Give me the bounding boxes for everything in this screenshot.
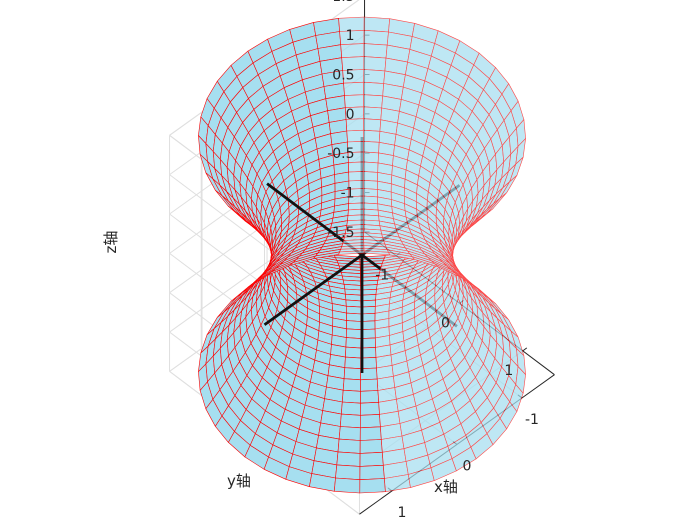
surface-patch [340, 401, 361, 416]
surface-patch [346, 320, 362, 331]
surface-patch [362, 195, 379, 205]
surface-patch [363, 43, 388, 59]
surface-patch [362, 129, 381, 143]
surface-patch [336, 451, 361, 467]
surface-patch [363, 106, 383, 121]
x-tick-label: 0 [462, 458, 471, 474]
surface-patch [348, 202, 364, 211]
surface-patch [346, 129, 364, 143]
surface-patch [359, 414, 381, 429]
surface-patch [362, 151, 379, 164]
surface-front-half [338, 16, 526, 493]
surface-patch [363, 29, 389, 46]
surface-back-half [198, 17, 386, 494]
surface-patch [363, 81, 385, 97]
z-tick-label: 0 [346, 107, 355, 123]
surface-patch [335, 464, 361, 481]
surface-patch [360, 390, 380, 404]
y-axis-label: y轴 [227, 472, 251, 490]
y-tick-label: 1 [504, 363, 513, 379]
z-tick-label: 0.5 [332, 68, 354, 84]
x-tick-label: 1 [397, 505, 406, 521]
surface-patch [339, 413, 361, 429]
surface-patch [363, 16, 391, 33]
surface-patch [362, 188, 378, 198]
y-tick [522, 347, 528, 352]
surface-patch [343, 367, 362, 381]
surface-patch [362, 171, 379, 182]
z-tick-label: -1.5 [327, 225, 354, 241]
surface-patch [345, 305, 362, 315]
surface-patch [363, 118, 382, 132]
z-tick-label: 1 [346, 28, 355, 44]
surface-patch [345, 337, 362, 349]
z-tick-label: -1 [341, 186, 355, 202]
surface-patch [359, 464, 385, 481]
surface-patch [344, 94, 364, 108]
surface-patch [363, 94, 384, 109]
surface-patch [348, 161, 364, 173]
surface-patch [340, 43, 365, 59]
surface-patch [344, 356, 362, 370]
surface-patch [362, 141, 380, 154]
tick-labels: -1.5 -1 -0.5 0 0.5 1 1.5 -1 0 1 -1 0 1 [327, 0, 539, 521]
surface-patch [333, 477, 361, 494]
x-axis-label: x轴 [434, 478, 458, 496]
surface-patch [345, 328, 362, 339]
y-tick-label: 0 [441, 315, 450, 331]
surface-patch [359, 478, 386, 494]
z-tick-label: -0.5 [327, 146, 354, 162]
surface-patch [341, 389, 361, 404]
z-tick-label: 1.5 [332, 0, 354, 5]
surface-patch [360, 401, 380, 416]
surface-patch [346, 312, 362, 322]
surface-patch [345, 346, 362, 359]
surface-patch [516, 119, 526, 147]
z-axis-label: z轴 [102, 231, 120, 254]
surface-patch [338, 426, 361, 441]
surface-patch [337, 438, 361, 454]
surface-patch [342, 378, 361, 392]
surface-patch [343, 81, 365, 96]
surface-patch [362, 180, 378, 190]
surface-patch [516, 348, 526, 375]
surface-patch [359, 426, 382, 441]
surface-patch [348, 171, 364, 182]
x-tick-label: -1 [525, 412, 539, 428]
y-tick-label: -1 [375, 268, 389, 284]
surface-patch [362, 161, 379, 173]
surface-patch [359, 451, 384, 467]
surface-patch [359, 439, 383, 454]
surface-patch [360, 378, 379, 392]
surface-patch [363, 56, 387, 72]
surface-patch [363, 69, 386, 84]
